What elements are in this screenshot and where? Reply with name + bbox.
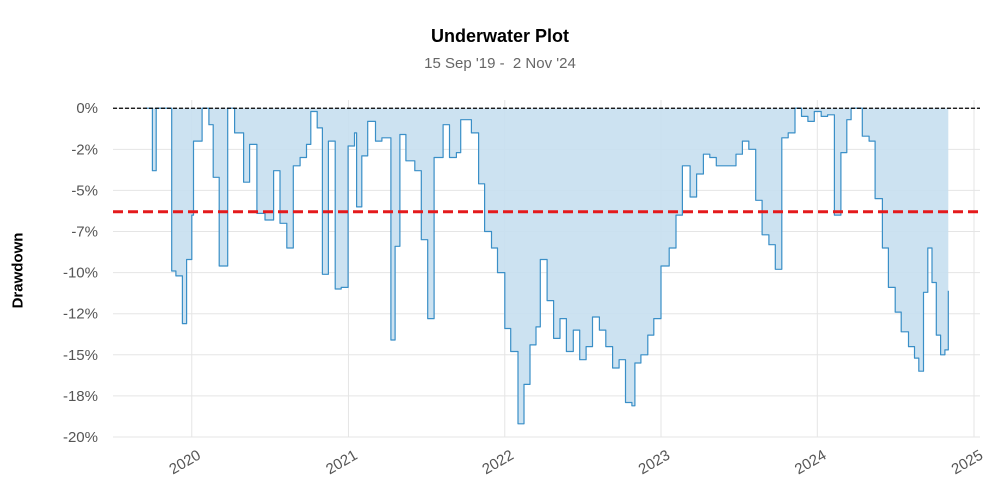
- y-tick-label: -20%: [63, 429, 98, 446]
- x-tick-label: 2021: [323, 447, 360, 478]
- y-tick-label: -2%: [71, 141, 98, 158]
- chart-title: Underwater Plot: [430, 26, 570, 46]
- y-tick-label: -10%: [63, 265, 98, 282]
- series-layer: [145, 107, 949, 425]
- y-tick-label: -12%: [63, 306, 98, 323]
- y-tick-label: -18%: [63, 388, 98, 405]
- y-tick-label: -7%: [71, 224, 98, 241]
- drawdown-area: [145, 108, 949, 424]
- x-tick-label: 2023: [636, 447, 673, 478]
- y-tick-label: 0%: [76, 100, 98, 117]
- drawdown-line: [145, 107, 949, 425]
- chart-subtitle: 15 Sep '19 - 2 Nov '24: [424, 55, 576, 72]
- x-tick-label: 2025: [949, 447, 986, 478]
- x-tick-label: 2024: [792, 447, 829, 478]
- y-tick-label: -5%: [71, 182, 98, 199]
- x-tick-label: 2020: [166, 447, 203, 478]
- reference-lines: [113, 107, 980, 214]
- y-tick-label: -15%: [63, 347, 98, 364]
- x-tick-label: 2022: [479, 447, 516, 478]
